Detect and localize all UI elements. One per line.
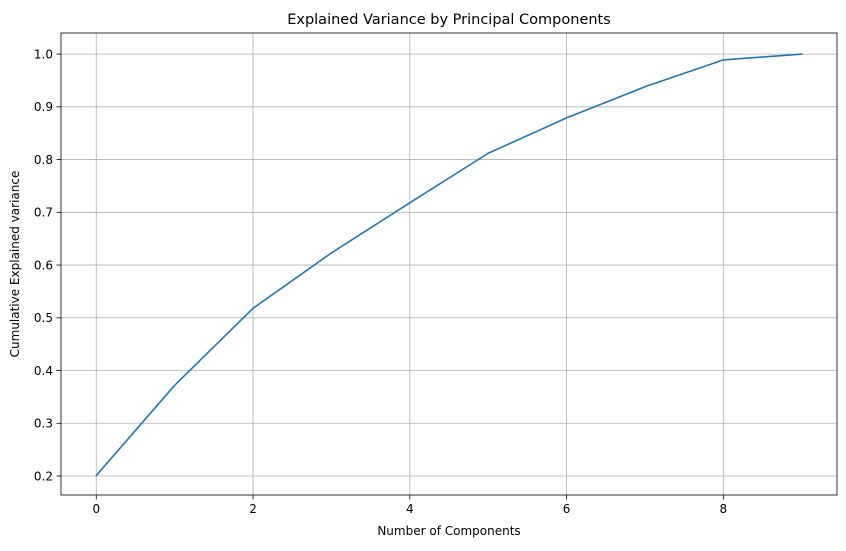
y-tick-label: 1.0 — [34, 47, 53, 61]
y-tick-label: 0.6 — [34, 258, 53, 272]
y-tick-label: 0.4 — [34, 364, 53, 378]
y-tick-label: 0.3 — [34, 417, 53, 431]
chart-title: Explained Variance by Principal Componen… — [287, 12, 611, 28]
y-tick-label: 0.7 — [34, 206, 53, 220]
y-axis-label: Cumulative Explained variance — [8, 171, 22, 358]
x-tick-label: 0 — [92, 502, 100, 516]
x-tick-label: 4 — [406, 502, 414, 516]
x-tick-label: 8 — [720, 502, 728, 516]
y-tick-label: 0.8 — [34, 153, 53, 167]
x-tick-label: 2 — [249, 502, 257, 516]
x-axis-label: Number of Components — [377, 524, 520, 538]
y-tick-label: 0.2 — [34, 469, 53, 483]
y-tick-label: 0.9 — [34, 100, 53, 114]
y-tick-label: 0.5 — [34, 311, 53, 325]
x-tick-label: 6 — [563, 502, 571, 516]
